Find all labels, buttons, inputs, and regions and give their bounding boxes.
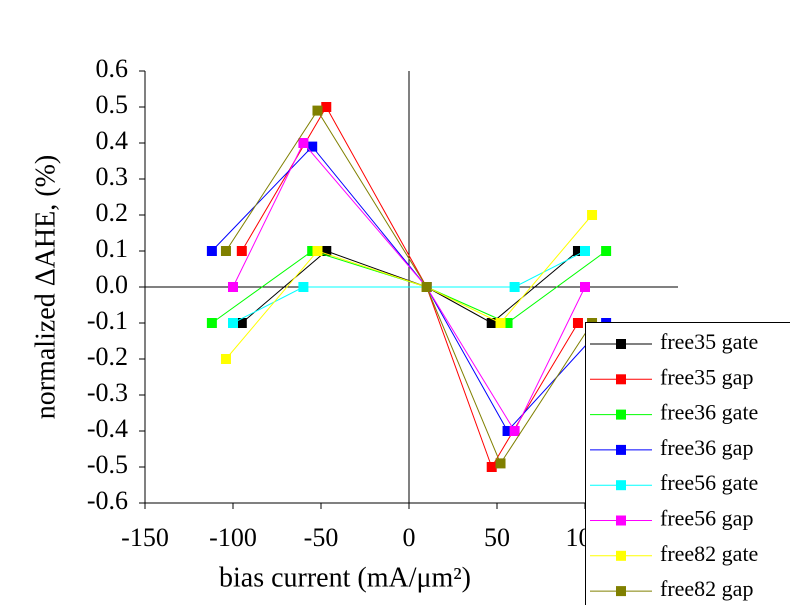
data-point <box>312 105 323 116</box>
data-point <box>495 458 506 469</box>
data-point <box>587 210 598 220</box>
y-tick-label: -0.1 <box>87 306 128 335</box>
data-point <box>206 318 217 328</box>
x-axis-label: bias current (mA/μm²) <box>219 562 471 593</box>
data-point <box>572 318 583 328</box>
legend-marker <box>616 550 626 561</box>
data-point <box>298 138 309 148</box>
data-point <box>220 246 231 256</box>
legend-marker <box>616 374 626 385</box>
x-tick-label: -50 <box>304 523 339 552</box>
legend-marker <box>616 339 626 349</box>
legend-marker <box>616 586 626 597</box>
legend-label: free56 gap <box>660 506 753 531</box>
y-tick-label: -0.4 <box>87 414 128 443</box>
data-point <box>312 246 323 256</box>
legend-label: free35 gap <box>660 364 753 389</box>
x-tick-label: 0 <box>403 523 416 552</box>
x-tick-label: -100 <box>209 523 257 552</box>
legend-label: free56 gate <box>660 470 758 495</box>
y-tick-label: -0.3 <box>87 378 128 407</box>
legend-marker <box>616 444 626 455</box>
y-tick-label: -0.5 <box>87 450 128 479</box>
data-point <box>502 426 513 436</box>
y-tick-label: -0.6 <box>87 486 128 515</box>
y-tick-label: 0.0 <box>96 270 129 299</box>
data-point <box>486 462 497 472</box>
data-point <box>495 318 506 328</box>
legend-label: free82 gate <box>660 541 758 566</box>
data-point <box>236 318 247 328</box>
data-point <box>228 318 238 328</box>
y-tick-label: 0.3 <box>96 162 129 191</box>
data-point <box>486 318 497 328</box>
data-point <box>321 102 332 112</box>
data-point <box>298 282 309 292</box>
legend-marker <box>616 480 626 491</box>
legend-label: free35 gate <box>660 329 758 354</box>
data-point <box>236 246 247 256</box>
data-point <box>307 141 318 152</box>
y-axis-label: normalized ΔAHE, (%) <box>30 155 61 419</box>
legend: free35 gate free35 gap free36 gate free36 g… <box>585 322 790 605</box>
y-tick-label: 0.4 <box>96 126 129 155</box>
data-point <box>421 282 432 292</box>
x-tick-label: 50 <box>484 523 510 552</box>
data-point <box>580 246 590 256</box>
data-point <box>601 246 612 256</box>
y-tick-label: 0.5 <box>96 90 129 119</box>
legend-marker <box>616 515 626 526</box>
y-tick-label: 0.6 <box>96 54 129 83</box>
x-tick-label: -150 <box>121 523 169 552</box>
y-tick-label: 0.1 <box>96 234 129 263</box>
data-point <box>509 426 520 436</box>
legend-marker <box>616 409 626 420</box>
data-point <box>580 282 590 292</box>
legend-label: free36 gate <box>660 400 758 425</box>
data-point <box>206 246 217 256</box>
y-tick-label: 0.2 <box>96 198 129 227</box>
data-point <box>509 282 520 292</box>
y-tick-label: -0.2 <box>87 342 128 371</box>
data-point <box>502 318 513 328</box>
legend-label: free36 gap <box>660 435 753 460</box>
data-point <box>307 246 318 256</box>
data-point <box>572 246 583 256</box>
data-point <box>220 354 231 364</box>
legend-label: free82 gap <box>660 576 753 601</box>
data-point <box>228 282 238 292</box>
data-point <box>321 246 332 256</box>
